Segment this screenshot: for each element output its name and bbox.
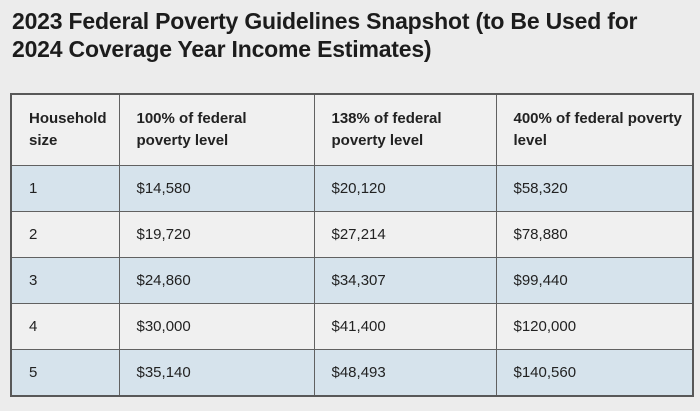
table-row: 4 $30,000 $41,400 $120,000 [10, 303, 694, 350]
page-title: 2023 Federal Poverty Guidelines Snapshot… [12, 8, 638, 62]
cell-household-size: 4 [10, 303, 120, 350]
cell-household-size: 1 [10, 165, 120, 212]
cell-138-percent-value: $41,400 [313, 303, 497, 350]
poverty-guidelines-table: Household size 100% of federal poverty l… [10, 93, 694, 397]
cell-household-size: 2 [10, 211, 120, 258]
table-row: 3 $24,860 $34,307 $99,440 [10, 257, 694, 304]
cell-400-percent-value: $78,880 [495, 211, 694, 258]
cell-100-percent-value: $30,000 [118, 303, 315, 350]
cell-household-size: 3 [10, 257, 120, 304]
table-header: Household size 100% of federal poverty l… [10, 93, 694, 166]
cell-400-percent-value: $99,440 [495, 257, 694, 304]
table-row: 1 $14,580 $20,120 $58,320 [10, 165, 694, 212]
cell-400-percent-value: $58,320 [495, 165, 694, 212]
cell-138-percent-value: $20,120 [313, 165, 497, 212]
cell-400-percent-value: $120,000 [495, 303, 694, 350]
cell-100-percent-value: $19,720 [118, 211, 315, 258]
cell-100-percent-value: $14,580 [118, 165, 315, 212]
col-header-400-percent-fpl: 400% of federal poverty level [495, 93, 694, 166]
cell-100-percent-value: $24,860 [118, 257, 315, 304]
cell-138-percent-value: $48,493 [313, 349, 497, 397]
table-row: 5 $35,140 $48,493 $140,560 [10, 349, 694, 397]
header-row: Household size 100% of federal poverty l… [10, 93, 694, 166]
cell-400-percent-value: $140,560 [495, 349, 694, 397]
col-header-138-percent-fpl: 138% of federal poverty level [313, 93, 497, 166]
cell-138-percent-value: $34,307 [313, 257, 497, 304]
table-body: 1 $14,580 $20,120 $58,320 2 $19,720 $27,… [10, 165, 694, 397]
cell-100-percent-value: $35,140 [118, 349, 315, 397]
cell-138-percent-value: $27,214 [313, 211, 497, 258]
table-row: 2 $19,720 $27,214 $78,880 [10, 211, 694, 258]
cell-household-size: 5 [10, 349, 120, 397]
col-header-100-percent-fpl: 100% of federal poverty level [118, 93, 315, 166]
col-header-household-size: Household size [10, 93, 120, 166]
